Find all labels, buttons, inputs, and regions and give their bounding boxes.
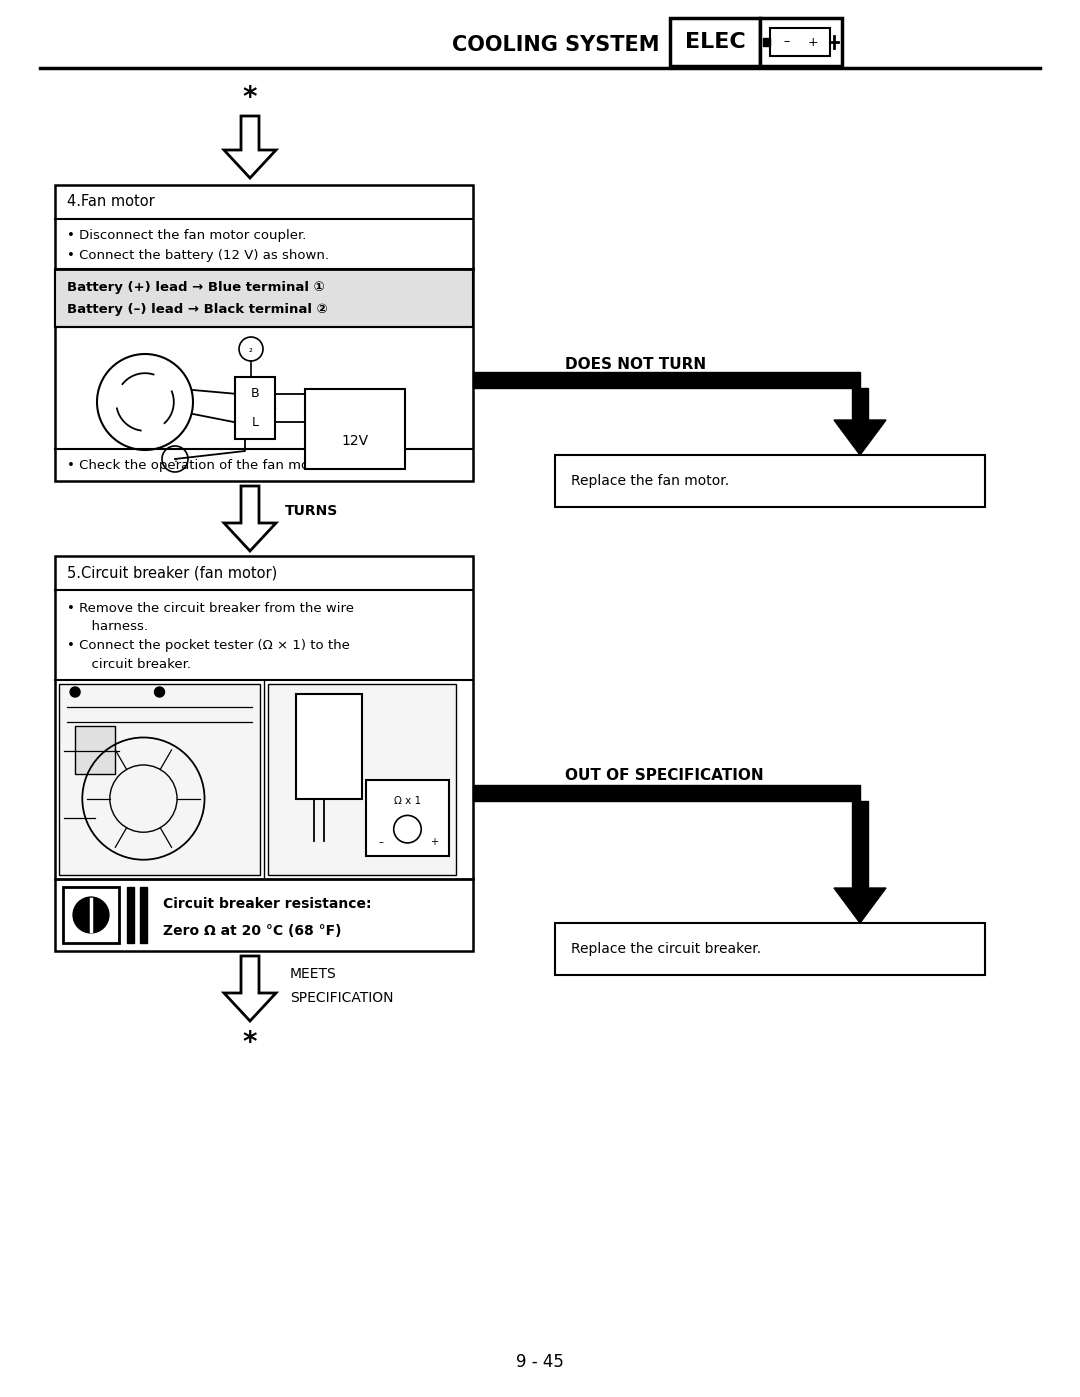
Text: OUT OF SPECIFICATION: OUT OF SPECIFICATION [565, 768, 764, 782]
Text: Battery (+) lead → Blue terminal ①: Battery (+) lead → Blue terminal ① [67, 281, 325, 293]
Text: • Connect the battery (12 V) as shown.: • Connect the battery (12 V) as shown. [67, 249, 329, 261]
Circle shape [70, 687, 80, 697]
Text: Replace the circuit breaker.: Replace the circuit breaker. [571, 942, 761, 956]
Text: MEETS: MEETS [291, 967, 337, 981]
Text: ₁: ₁ [173, 454, 177, 464]
Bar [55, 270, 473, 327]
Bar [76, 726, 116, 774]
Text: 12V: 12V [341, 434, 368, 448]
Text: Circuit breaker resistance:: Circuit breaker resistance: [163, 897, 372, 911]
Bar [55, 184, 473, 481]
Circle shape [154, 687, 164, 697]
Bar [55, 556, 473, 951]
Text: Zero Ω at 20 °C (68 °F): Zero Ω at 20 °C (68 °F) [163, 923, 341, 937]
Bar [268, 685, 457, 875]
Text: Replace the fan motor.: Replace the fan motor. [571, 474, 729, 488]
Polygon shape [473, 372, 860, 388]
Text: ₂: ₂ [249, 344, 253, 353]
Polygon shape [224, 956, 276, 1021]
Polygon shape [834, 420, 886, 455]
Bar [555, 923, 985, 975]
Bar [555, 455, 985, 507]
Bar [140, 887, 147, 943]
Bar [760, 18, 842, 66]
Bar [127, 887, 134, 943]
Bar [235, 377, 275, 439]
Text: +: + [430, 837, 438, 847]
Text: Battery (–) lead → Black terminal ②: Battery (–) lead → Black terminal ② [67, 303, 328, 316]
Polygon shape [852, 388, 868, 420]
Polygon shape [224, 116, 276, 177]
Text: B: B [251, 387, 259, 400]
Text: • Check the operation of the fan motor.: • Check the operation of the fan motor. [67, 458, 330, 472]
Text: TURNS: TURNS [285, 504, 338, 518]
Text: 4.Fan motor: 4.Fan motor [67, 194, 154, 210]
Bar [670, 18, 760, 66]
Polygon shape [762, 38, 770, 46]
Text: –: – [378, 837, 383, 847]
Text: *: * [243, 1030, 257, 1058]
Text: ELEC: ELEC [685, 32, 745, 52]
Text: 5.Circuit breaker (fan motor): 5.Circuit breaker (fan motor) [67, 566, 278, 581]
Bar [305, 388, 405, 469]
Polygon shape [834, 888, 886, 923]
Text: Ω x 1: Ω x 1 [394, 796, 421, 806]
Text: *: * [243, 84, 257, 112]
Text: +: + [808, 35, 819, 49]
Text: +: + [325, 397, 335, 409]
Bar [296, 693, 362, 799]
Bar [59, 685, 260, 875]
Text: 9 - 45: 9 - 45 [516, 1354, 564, 1370]
Bar [770, 28, 831, 56]
Text: harness.: harness. [83, 619, 148, 633]
Text: –: – [377, 397, 383, 409]
Text: –: – [784, 35, 789, 49]
Polygon shape [224, 486, 276, 550]
Polygon shape [852, 800, 868, 888]
Text: • Remove the circuit breaker from the wire: • Remove the circuit breaker from the wi… [67, 602, 354, 615]
Text: • Disconnect the fan motor coupler.: • Disconnect the fan motor coupler. [67, 229, 307, 242]
Bar [63, 887, 119, 943]
Circle shape [73, 897, 109, 933]
Text: COOLING SYSTEM: COOLING SYSTEM [453, 35, 660, 54]
Text: SPECIFICATION: SPECIFICATION [291, 990, 393, 1004]
Text: circuit breaker.: circuit breaker. [83, 658, 191, 671]
Text: • Connect the pocket tester (Ω × 1) to the: • Connect the pocket tester (Ω × 1) to t… [67, 640, 350, 652]
Polygon shape [473, 785, 860, 800]
Text: L: L [252, 416, 258, 429]
Bar [366, 780, 449, 856]
Text: DOES NOT TURN: DOES NOT TURN [565, 358, 706, 372]
